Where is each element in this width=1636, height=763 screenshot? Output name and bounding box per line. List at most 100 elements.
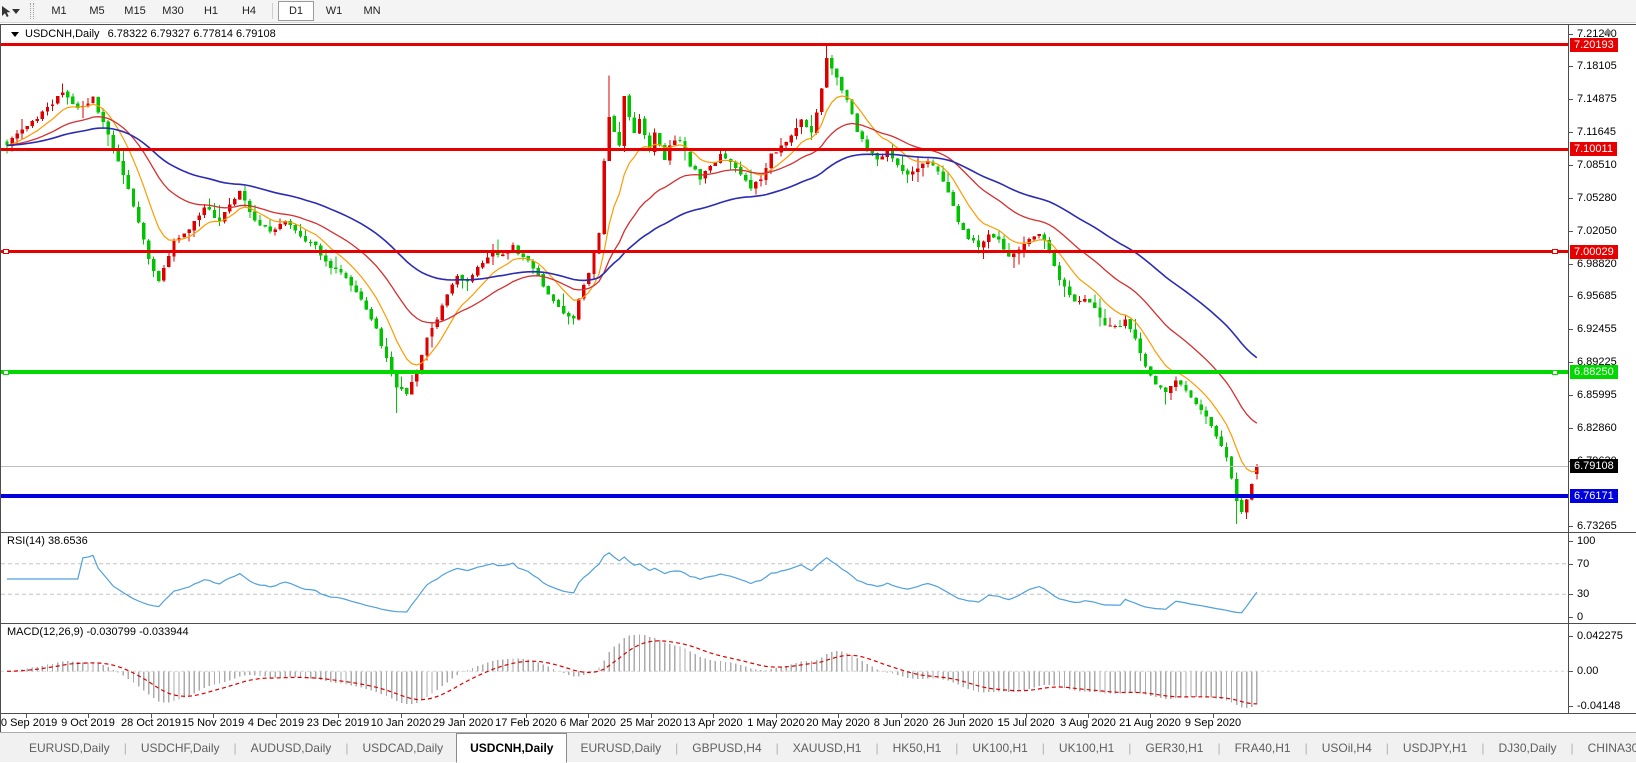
tab-divider: |	[1128, 740, 1132, 755]
price-badge-6.76171: 6.76171	[1570, 489, 1618, 503]
tab-divider: |	[345, 740, 349, 755]
hline-6.88250[interactable]	[1, 370, 1568, 375]
hline-6.79108[interactable]	[1, 465, 1568, 467]
axis-tick-label: 6.98820	[1577, 258, 1617, 270]
price-badge-6.88250: 6.88250	[1570, 365, 1618, 379]
date-label: 28 Oct 2019	[121, 717, 181, 729]
macd-plot[interactable]	[1, 624, 1568, 713]
axis-tick-label: 6.73265	[1577, 520, 1617, 532]
chart-tab-usdcnh-daily[interactable]: USDCNH,Daily	[456, 732, 568, 763]
axis-tick	[1569, 706, 1573, 707]
chart-tab-china300-h1[interactable]: CHINA300,H1	[1587, 740, 1636, 755]
hline-6.76171[interactable]	[1, 494, 1568, 499]
axis-tick-label: 6.95685	[1577, 290, 1617, 302]
axis-tick	[1569, 362, 1573, 363]
date-label: 23 Dec 2019	[306, 717, 370, 729]
date-label: 21 Aug 2020	[1119, 717, 1181, 729]
axis-tick-label: -0.04148	[1577, 700, 1621, 712]
timeframe-button-m30[interactable]: M30	[162, 5, 184, 17]
hline-7.20193[interactable]	[1, 43, 1568, 47]
chart-window[interactable]: USDCNH,Daily 6.78322 6.79327 6.77814 6.7…	[0, 24, 1636, 732]
chart-shift-marker-icon	[1603, 28, 1613, 34]
date-tick	[338, 714, 339, 718]
rsi-label: RSI(14) 38.6536	[7, 535, 88, 547]
date-label: 17 Feb 2020	[495, 717, 557, 729]
axis-tick	[1569, 541, 1573, 542]
date-tick	[713, 714, 714, 718]
axis-tick-label: 6.92455	[1577, 323, 1617, 335]
axis-tick	[1569, 636, 1573, 637]
timeframe-button-m1[interactable]: M1	[51, 5, 67, 17]
chart-tab-uk100-h1[interactable]: UK100,H1	[972, 740, 1028, 755]
chart-tab-usoil-h4[interactable]: USOil,H4	[1321, 740, 1372, 755]
timeframe-button-d1[interactable]: D1	[278, 1, 314, 21]
hline-handle[interactable]	[3, 249, 9, 254]
tab-divider: |	[1385, 740, 1389, 755]
rsi-plot[interactable]	[1, 533, 1568, 623]
date-tick	[88, 714, 89, 718]
axis-tick-label: 30	[1577, 588, 1590, 600]
axis-tick-label: 6.82860	[1577, 422, 1617, 434]
date-tick	[1026, 714, 1027, 718]
hline-7.10011[interactable]	[1, 147, 1568, 151]
date-tick	[1213, 714, 1214, 718]
chart-tab-uk100-h1[interactable]: UK100,H1	[1058, 740, 1115, 755]
hline-handle[interactable]	[1552, 369, 1558, 375]
ohlc-quote-label: 6.78322 6.79327 6.77814 6.79108	[107, 28, 276, 40]
date-tick	[213, 714, 214, 718]
chart-tab-fra40-h1[interactable]: FRA40,H1	[1234, 740, 1291, 755]
tab-divider: |	[955, 740, 959, 755]
chart-tab-usdcad-daily[interactable]: USDCAD,Daily	[362, 740, 444, 755]
hline-handle[interactable]	[3, 369, 9, 375]
chart-tab-audusd-daily[interactable]: AUDUSD,Daily	[250, 740, 332, 755]
axis-tick-label: 7.18105	[1577, 60, 1617, 72]
hline-7.00029[interactable]	[1, 250, 1568, 253]
axis-tick	[1569, 66, 1573, 67]
candlestick-plot[interactable]	[1, 26, 1568, 532]
axis-tick	[1569, 34, 1573, 35]
tab-divider: |	[875, 740, 879, 755]
timeframe-button-mn[interactable]: MN	[363, 5, 381, 17]
chart-tab-bar: EURUSD,Daily | USDCHF,Daily | AUDUSD,Daily | U…	[0, 732, 1636, 763]
chart-tab-eurusd-daily[interactable]: EURUSD,Daily	[580, 740, 662, 755]
tab-divider: |	[233, 740, 237, 755]
hline-handle[interactable]	[1552, 249, 1558, 254]
chart-tab-hk50-h1[interactable]: HK50,H1	[892, 740, 942, 755]
chart-tab-dj30-daily[interactable]: DJ30,Daily	[1498, 740, 1557, 755]
cursor-tool-button[interactable]	[2, 2, 24, 20]
toolbar-separator	[272, 3, 273, 19]
date-label: 26 Jun 2020	[932, 717, 994, 729]
date-tick	[1150, 714, 1151, 718]
chart-menu-caret-icon[interactable]	[11, 31, 19, 37]
price-axis-separator	[1568, 25, 1569, 713]
date-tick	[401, 714, 402, 718]
axis-tick-label: 7.02050	[1577, 225, 1617, 237]
price-badge-7.00029: 7.00029	[1570, 245, 1618, 259]
chart-tab-xauusd-h1[interactable]: XAUUSD,H1	[792, 740, 862, 755]
timeframe-button-h1[interactable]: H1	[203, 5, 219, 17]
date-tick	[588, 714, 589, 718]
axis-tick	[1569, 198, 1573, 199]
timeframe-button-h4[interactable]: H4	[241, 5, 257, 17]
axis-tick-label: 0.042275	[1577, 630, 1623, 642]
price-badge-7.20193: 7.20193	[1570, 38, 1618, 52]
chart-tab-usdchf-daily[interactable]: USDCHF,Daily	[140, 740, 220, 755]
date-label: 9 Sep 2020	[1184, 717, 1242, 729]
axis-tick-label: 0.00	[1577, 665, 1599, 677]
timeframe-button-m5[interactable]: M5	[89, 5, 105, 17]
chart-tab-eurusd-daily[interactable]: EURUSD,Daily	[29, 740, 110, 755]
tab-divider: |	[123, 740, 127, 755]
date-tick	[276, 714, 277, 718]
axis-tick	[1569, 165, 1573, 166]
axis-tick	[1569, 329, 1573, 330]
timeframe-button-m15[interactable]: M15	[124, 5, 146, 17]
chart-tab-ger30-h1[interactable]: GER30,H1	[1145, 740, 1204, 755]
chart-tab-usdjpy-h1[interactable]: USDJPY,H1	[1402, 740, 1468, 755]
cursor-icon	[2, 5, 11, 17]
timeframe-button-w1[interactable]: W1	[325, 5, 343, 17]
toolbar: M1 M5 M15 M30 H1 H4 D1 W1 MN	[0, 0, 1636, 23]
chart-tab-gbpusd-h4[interactable]: GBPUSD,H4	[692, 740, 762, 755]
date-tick	[526, 714, 527, 718]
axis-tick	[1569, 526, 1573, 527]
macd-label: MACD(12,26,9) -0.030799 -0.033944	[7, 626, 189, 638]
